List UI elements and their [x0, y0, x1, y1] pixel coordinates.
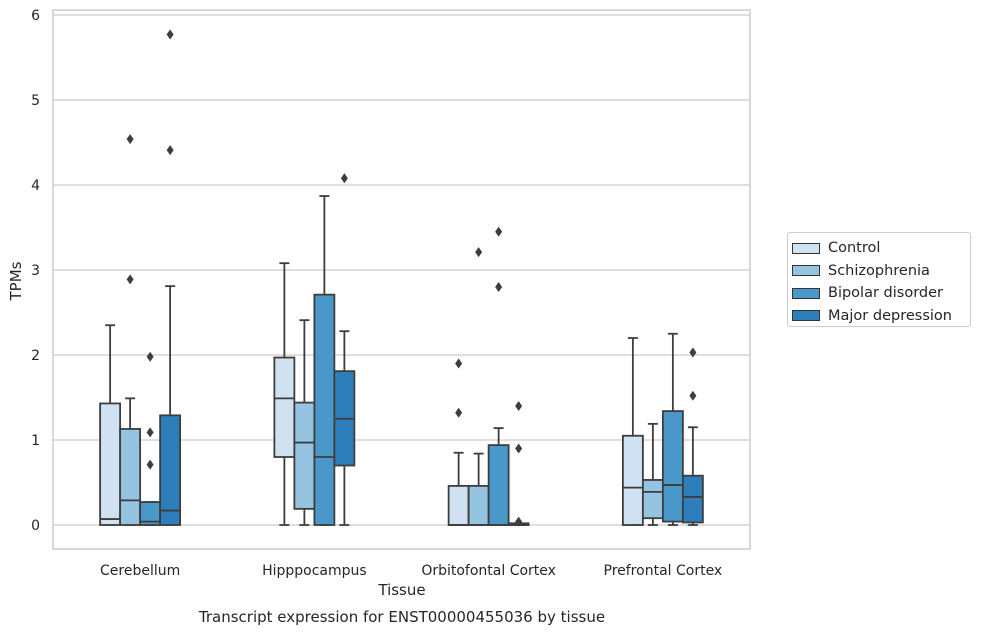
legend-swatch-bipolar-disorder — [792, 287, 820, 299]
box-iqr — [447, 484, 470, 526]
box-iqr — [467, 484, 490, 526]
outlier-point — [515, 443, 523, 454]
x-axis-title: Tissue — [377, 581, 425, 599]
box-iqr — [273, 356, 296, 458]
x-tick-label: Cerebellum — [100, 563, 180, 579]
legend-item-major-depression: Major depression — [792, 305, 970, 328]
boxes — [99, 29, 704, 527]
box-iqr — [487, 444, 510, 526]
y-tick-label: 3 — [31, 263, 40, 279]
outlier-point — [455, 407, 463, 418]
legend-label-schizophrenia: Schizophrenia — [828, 262, 930, 279]
box-3-1 — [641, 422, 664, 526]
legend: Control Schizophrenia Bipolar disorder M… — [787, 232, 971, 327]
y-tick-label: 2 — [31, 348, 40, 364]
box-iqr — [313, 293, 336, 526]
legend-item-bipolar-disorder: Bipolar disorder — [792, 282, 970, 305]
legend-item-control: Control — [792, 237, 970, 260]
outlier-point — [146, 351, 154, 362]
outlier-point — [146, 459, 154, 470]
y-tick-label: 0 — [31, 518, 40, 534]
outlier-point — [515, 401, 523, 411]
outlier-point — [455, 358, 463, 369]
box-iqr — [621, 434, 644, 526]
plot-frame — [52, 9, 751, 550]
box-3-3 — [681, 347, 704, 526]
outlier-point — [146, 427, 154, 438]
y-axis-title: TPMs — [7, 261, 25, 301]
y-tick-label: 4 — [31, 178, 40, 194]
chart-title: Transcript expression for ENST0000045503… — [198, 608, 605, 626]
legend-label-control: Control — [828, 240, 881, 257]
box-0-1 — [119, 134, 142, 526]
legend-swatch-schizophrenia — [792, 265, 820, 277]
box-iqr — [681, 474, 704, 524]
legend-swatch-control — [792, 242, 820, 254]
outlier-point — [475, 247, 483, 258]
box-2-1 — [467, 247, 490, 526]
legend-swatch-major-depression — [792, 310, 820, 322]
outlier-point — [495, 226, 503, 237]
outlier-point — [515, 516, 523, 527]
y-tick-labels: 0 1 2 3 4 5 6 — [31, 8, 40, 534]
legend-label-major-depression: Major depression — [828, 307, 952, 324]
outlier-point — [166, 145, 174, 156]
box-iqr — [641, 479, 664, 520]
box-2-0 — [447, 358, 470, 526]
box-1-2 — [313, 195, 336, 526]
outlier-point — [689, 390, 697, 401]
x-tick-labels: Cerebellum Hipppocampus Orbitofontal Corte… — [100, 563, 722, 579]
x-tick-label: Hipppocampus — [262, 563, 367, 579]
y-tick-label: 6 — [31, 8, 40, 24]
box-3-2 — [661, 332, 684, 526]
box-iqr — [293, 401, 316, 510]
outlier-point — [166, 29, 174, 40]
legend-item-schizophrenia: Schizophrenia — [792, 260, 970, 283]
outlier-point — [689, 347, 697, 358]
box-iqr — [99, 402, 122, 526]
y-tick-label: 5 — [31, 93, 40, 109]
y-tick-label: 1 — [31, 433, 40, 449]
outlier-point — [126, 134, 134, 145]
legend-label-bipolar-disorder: Bipolar disorder — [828, 285, 943, 302]
box-2-2 — [487, 226, 510, 526]
box-iqr — [159, 414, 182, 526]
box-iqr — [119, 428, 142, 526]
box-2-3 — [507, 401, 530, 527]
box-1-0 — [273, 262, 296, 526]
x-tick-label: Prefrontal Cortex — [604, 563, 723, 579]
box-1-3 — [333, 173, 356, 526]
x-tick-label: Orbitofontal Cortex — [421, 563, 556, 579]
outlier-point — [126, 274, 134, 285]
outlier-point — [340, 173, 348, 184]
box-0-3 — [159, 29, 182, 526]
box-3-0 — [621, 337, 644, 526]
box-1-1 — [293, 319, 316, 526]
grid-lines — [53, 14, 750, 526]
box-0-2 — [139, 351, 162, 526]
outlier-point — [495, 282, 503, 292]
box-iqr — [661, 410, 684, 523]
